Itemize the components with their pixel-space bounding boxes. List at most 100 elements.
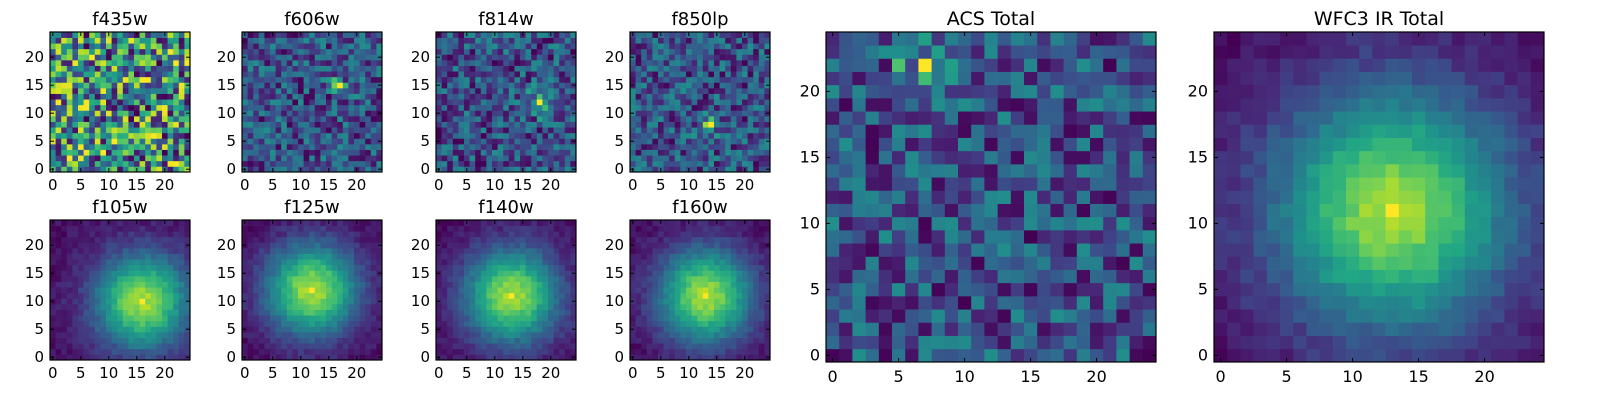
- heatmap-cell: [758, 281, 765, 288]
- heatmap-cell: [320, 82, 327, 89]
- heatmap-cell: [548, 82, 554, 89]
- heatmap-cell: [117, 116, 124, 122]
- heatmap-cell: [331, 138, 338, 145]
- heatmap-cell: [514, 281, 521, 288]
- heatmap-cell: [264, 76, 271, 83]
- heatmap-cell: [691, 337, 698, 344]
- heatmap-cell: [503, 220, 510, 226]
- heatmap-cell: [658, 88, 664, 94]
- heatmap-cell: [475, 127, 482, 134]
- heatmap-cell: [314, 99, 321, 106]
- heatmap-cell: [94, 242, 101, 249]
- heatmap-cell: [652, 65, 659, 72]
- heatmap-cell: [508, 43, 515, 50]
- heatmap-cell: [742, 315, 748, 322]
- heatmap-cell: [702, 99, 709, 106]
- heatmap-cell: [542, 270, 549, 277]
- heatmap-cell: [452, 259, 459, 266]
- heatmap-cell: [55, 65, 62, 72]
- heatmap-cell: [89, 88, 96, 94]
- heatmap-cell: [719, 76, 726, 83]
- heatmap-cell: [298, 248, 304, 254]
- heatmap-cell: [719, 298, 726, 305]
- heatmap-cell: [94, 121, 101, 128]
- heatmap-cell: [663, 121, 670, 128]
- heatmap-cell: [78, 298, 84, 305]
- heatmap-cell: [697, 281, 704, 288]
- heatmap-cell: [514, 320, 521, 327]
- heatmap-cell: [480, 248, 487, 254]
- heatmap-cell: [167, 236, 174, 243]
- heatmap-cell: [162, 60, 168, 66]
- heatmap-cell: [139, 166, 146, 173]
- heatmap-cell: [469, 138, 476, 145]
- heatmap-cell: [309, 104, 316, 111]
- heatmap-cell: [452, 292, 459, 299]
- heatmap-cell: [503, 54, 510, 61]
- heatmap-cell: [264, 65, 271, 72]
- heatmap-cell: [270, 326, 276, 333]
- heatmap-cell: [134, 225, 140, 232]
- heatmap-cell: [100, 337, 107, 344]
- heatmap-cell: [469, 315, 476, 322]
- heatmap-cell: [281, 354, 288, 361]
- heatmap-cell: [365, 220, 372, 226]
- heatmap-cell: [258, 259, 265, 266]
- heatmap-cell: [55, 48, 62, 55]
- heatmap-cell: [548, 37, 554, 44]
- heatmap-cell: [680, 138, 687, 145]
- heatmap-cell: [652, 48, 659, 55]
- heatmap-cell: [156, 48, 163, 55]
- heatmap-cell: [447, 309, 454, 316]
- heatmap-cell: [348, 354, 355, 361]
- heatmap-cell: [94, 93, 101, 100]
- heatmap-cell: [258, 43, 265, 50]
- heatmap-cell: [178, 104, 185, 111]
- heatmap-cell: [630, 348, 636, 355]
- heatmap-cell: [747, 116, 754, 122]
- heatmap-cell: [531, 248, 538, 254]
- heatmap-cell: [702, 144, 709, 150]
- heatmap-cell: [747, 48, 754, 55]
- heatmap-cell: [150, 276, 157, 282]
- heatmap-cell: [342, 155, 349, 162]
- heatmap-cell: [536, 264, 543, 271]
- heatmap-cell: [652, 326, 659, 333]
- heatmap-cell: [309, 160, 316, 167]
- heatmap-cell: [342, 116, 349, 122]
- heatmap-cell: [764, 88, 771, 94]
- heatmap-cell: [730, 93, 737, 100]
- heatmap-cell: [436, 248, 442, 254]
- heatmap-cell: [111, 60, 118, 66]
- heatmap-cell: [548, 48, 554, 55]
- heatmap-cell: [94, 99, 101, 106]
- heatmap-cell: [441, 127, 448, 134]
- heatmap-cell: [536, 116, 543, 122]
- heatmap-cell: [150, 304, 157, 310]
- heatmap-cell: [441, 93, 448, 100]
- heatmap-cell: [326, 242, 332, 249]
- heatmap-cell: [359, 304, 366, 310]
- heatmap-cell: [725, 287, 732, 294]
- heatmap-cell: [630, 160, 636, 167]
- heatmap-cell: [452, 354, 459, 361]
- heatmap-cell: [365, 144, 372, 150]
- heatmap-cell: [553, 276, 560, 282]
- heatmap-cell: [658, 54, 664, 61]
- heatmap-cell: [264, 144, 271, 150]
- heatmap-cell: [641, 93, 648, 100]
- heatmap-cell: [320, 99, 327, 106]
- heatmap-cell: [111, 88, 118, 94]
- heatmap-cell: [242, 348, 248, 355]
- heatmap-cell: [173, 225, 180, 232]
- heatmap-cell: [292, 354, 299, 361]
- heatmap-cell: [469, 242, 476, 249]
- heatmap-cell: [106, 259, 112, 266]
- heatmap-cell: [570, 32, 577, 38]
- heatmap-cell: [83, 326, 90, 333]
- heatmap-cell: [646, 276, 653, 282]
- heatmap-cell: [736, 121, 743, 128]
- heatmap-cell: [452, 343, 459, 350]
- heatmap-cell: [531, 99, 538, 106]
